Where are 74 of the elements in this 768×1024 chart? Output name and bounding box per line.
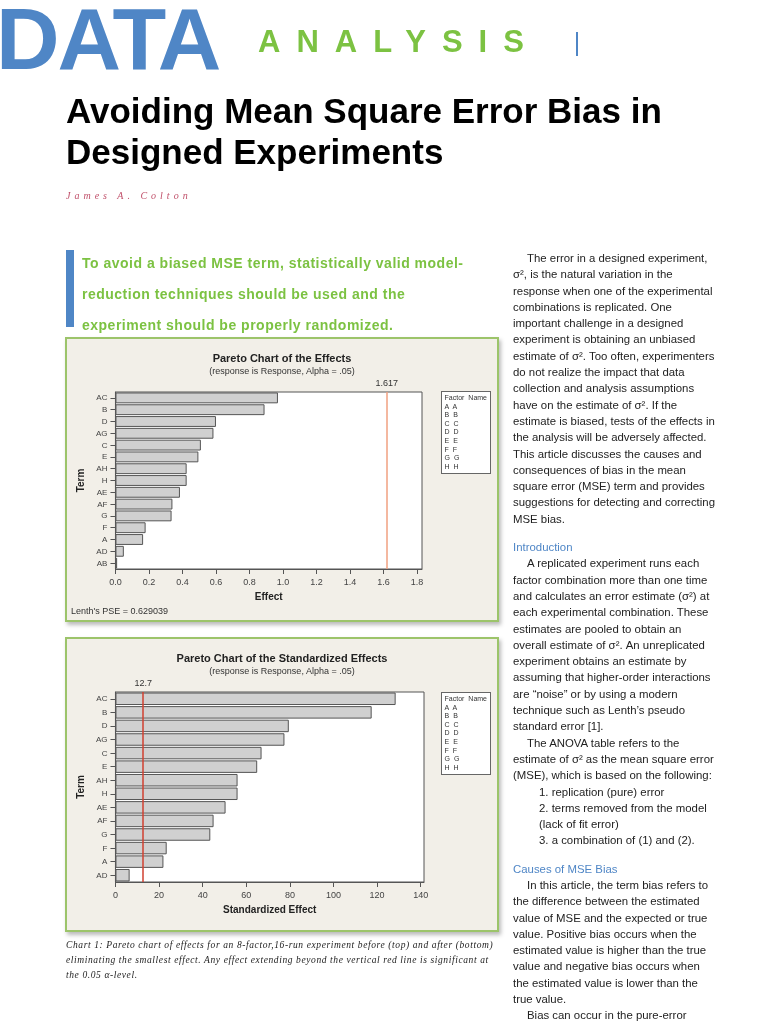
y-tick-label: E	[102, 452, 108, 462]
y-tick-label: B	[102, 707, 108, 717]
y-axis-title: Term	[74, 468, 86, 493]
x-tick-label: 0	[112, 889, 118, 900]
ref-line-label: 12.7	[134, 677, 152, 688]
chart-subtitle: (response is Response, Alpha = .05)	[209, 365, 355, 376]
y-tick-label: A	[102, 535, 109, 544]
text: The ANOVA table refers to the estimate of σ² as the mean square error (MSE), which is based on the following:	[513, 735, 715, 784]
y-tick-label: AF	[97, 499, 108, 509]
y-tick-label: B	[102, 405, 108, 415]
x-tick-label: 1.8	[410, 576, 424, 587]
x-tick-label: 0.2	[142, 576, 156, 587]
y-tick-label: AB	[96, 558, 108, 568]
y-tick-label: AC	[96, 393, 108, 403]
x-tick-label: 140	[413, 889, 429, 900]
text: Causes of MSE Bias	[513, 861, 619, 877]
y-tick-label: C	[101, 748, 108, 758]
x-tick-label: 0.8	[243, 576, 256, 587]
chart-subtitle: (response is Response, Alpha = .05)	[209, 665, 355, 676]
x-tick-label: 1.0	[276, 576, 290, 587]
text: 2. terms removed from the model (lack of fit error)	[538, 800, 708, 833]
x-tick-label: 0.6	[209, 576, 223, 587]
y-tick-label: F	[102, 523, 108, 533]
y-tick-label: E	[102, 762, 108, 772]
caption: Chart 1: Pareto chart of effects for an 8-factor,16-run experiment before (top) and after (bottom) eliminating the smallest effect. Any effect extending beyond the vertical red line is significant at the 0.05 α-level.	[66, 939, 495, 982]
x-tick-label: 0.4	[176, 576, 189, 587]
x-axis-title: Standardized Effect	[223, 903, 318, 915]
y-tick-label: G	[101, 511, 108, 521]
y-axis-title: Term	[74, 775, 86, 799]
x-tick-label: 120	[369, 889, 385, 900]
x-tick-label: 80	[284, 889, 295, 900]
chart-title: Pareto Chart of the Effects	[212, 351, 352, 364]
y-tick-label: AD	[96, 546, 108, 556]
x-tick-label: 1.4	[343, 576, 357, 587]
y-tick-label: AG	[95, 428, 108, 438]
text: DATA	[0, 0, 220, 90]
text: Avoiding Mean Square Error Bias in Designed Experiments	[66, 90, 663, 172]
y-tick-label: F	[102, 843, 108, 853]
y-tick-label: H	[101, 789, 108, 799]
x-tick-label: 0.0	[109, 576, 122, 587]
y-tick-label: H	[101, 476, 108, 485]
chart-title: Pareto Chart of the Standardized Effects	[176, 651, 388, 664]
y-tick-label: AF	[97, 816, 108, 826]
text: To avoid a biased MSE term, statistically valid model-reduction techniques should be used and the experiment should be properly randomized.	[82, 254, 465, 335]
x-tick-label: 100	[325, 889, 342, 900]
y-tick-label: AC	[96, 694, 108, 704]
y-tick-label: G	[101, 830, 108, 839]
text: ANALYSIS	[258, 24, 540, 60]
y-tick-label: AH	[96, 464, 108, 474]
y-tick-label: C	[101, 440, 108, 450]
text: 1. replication (pure) error	[538, 784, 666, 800]
x-tick-label: 1.2	[310, 576, 323, 587]
x-axis-title: Effect	[254, 590, 284, 602]
text: Lenth's PSE = 0.629039	[71, 606, 169, 616]
y-tick-label: AG	[95, 735, 108, 744]
y-tick-label: AH	[96, 775, 108, 785]
ref-line-label: 1.617	[375, 377, 399, 388]
y-tick-label: D	[101, 721, 108, 731]
y-tick-label: AE	[96, 487, 108, 497]
y-tick-label: AD	[96, 870, 108, 880]
text: The error in a designed experiment, σ², is the natural variation in the response when one of the experimental combinations is replicated. One important challenge in a designed experiment is obtaining an unbiased estimate of σ². Too often, experimenters do not realize the impact that data collection and analysis assumptions have on the estimate of σ². If the estimate is biased, tests of the effects in the analysis will be adversely affected. This article discusses the causes and consequences of bias in the mean square error (MSE) term and provides suggestions for detecting and correcting MSE bias.	[513, 252, 715, 525]
text: In this article, the term bias refers to the difference between the estimated value of MSE and the expected or true value. Positive bias occurs when the estimated value is higher than the true value and negative bias occurs when the estimated value is lower than the true value.	[513, 878, 710, 1008]
x-tick-label: 1.6	[377, 576, 390, 587]
y-tick-label: AE	[96, 802, 108, 812]
text: Bias can occur in the pure-error	[526, 1008, 688, 1024]
text: A replicated experiment runs each factor combination more than one time and calculates an error estimate (σ²) at each experimental combination. These estimates are pooled to obtain an overall estimate of σ². An unreplicated experiment obtains an estimate by assuming that higher-order interactions are “noise” or by using a modern technique such as Lenth’s pseudo standard error [1].	[513, 557, 711, 733]
text: Introduction	[513, 540, 574, 556]
x-tick-label: 60	[241, 889, 252, 900]
text: James A. Colton	[66, 190, 192, 201]
x-tick-label: 40	[197, 889, 208, 900]
text: 3. a combination of (1) and (2).	[538, 833, 696, 849]
y-tick-label: A	[102, 857, 109, 867]
x-tick-label: 20	[154, 889, 165, 900]
y-tick-label: D	[101, 417, 108, 426]
